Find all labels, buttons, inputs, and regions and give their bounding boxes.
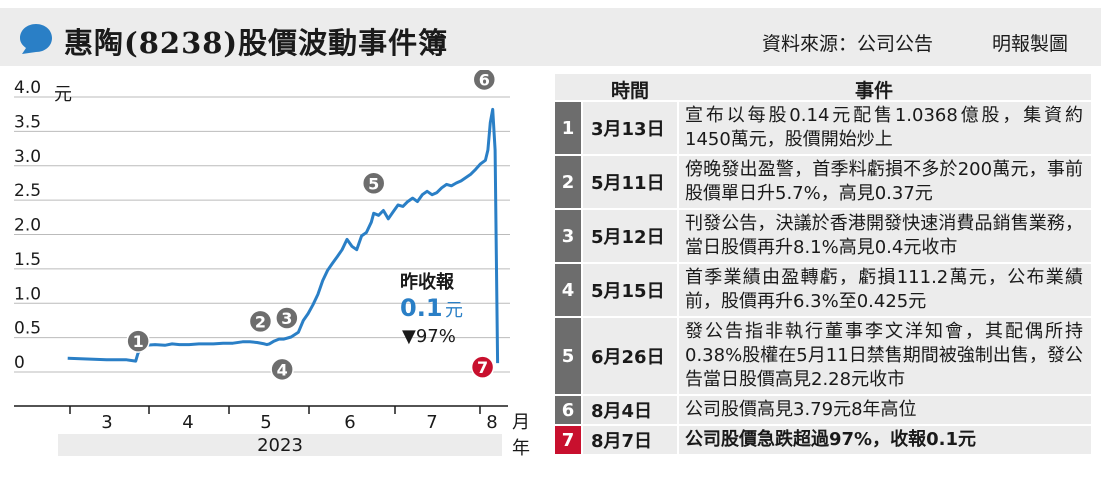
event-marker-7: 7 — [470, 355, 495, 379]
y-tick-label: 2.0 — [14, 216, 41, 236]
x-tick-label: 8 — [486, 412, 497, 433]
events-table: 時間 事件 1 3月13日 宣布以每股0.14元配售1.0368億股，集資約1450… — [555, 74, 1091, 456]
speech-bubble-icon — [20, 24, 52, 54]
callout-label: 昨收報 — [400, 271, 455, 293]
event-marker-1: 1 — [126, 329, 150, 353]
row-event: 首季業績由盈轉虧，虧損111.2萬元，公布業績前，股價再升6.3%至0.425元 — [679, 264, 1091, 316]
y-tick-label: 0.5 — [14, 319, 41, 339]
event-marker-label: 7 — [477, 358, 488, 377]
row-number: 4 — [555, 264, 581, 316]
y-tick-label: 3.5 — [14, 112, 41, 132]
event-marker-4: 4 — [270, 357, 294, 382]
source-note: 資料來源：公司公告 — [762, 33, 934, 55]
event-marker-label: 4 — [277, 360, 288, 379]
y-tick-label: 1.0 — [14, 284, 41, 304]
x-tick-label: 4 — [182, 412, 193, 433]
event-marker-label: 5 — [368, 174, 379, 193]
row-number: 5 — [555, 318, 581, 394]
row-event: 宣布以每股0.14元配售1.0368億股，集資約1450萬元，股價開始炒上 — [679, 102, 1091, 154]
row-event: 公司股價高見3.79元8年高位 — [679, 396, 1091, 424]
credit-note: 明報製圖 — [992, 33, 1069, 55]
header-bar: 惠陶(8238)股價波動事件簿 資料來源：公司公告 明報製圖 — [0, 8, 1101, 66]
event-marker-2: 2 — [248, 309, 273, 334]
table-row: 2 5月11日 傍晚發出盈警，首季料虧損不多於200萬元，事前股價單日升5.7%，高… — [555, 156, 1091, 210]
y-unit-label: 元 — [54, 84, 72, 105]
table-row: 4 5月15日 首季業績由盈轉虧，虧損111.2萬元，公布業績前，股價再升6.3%至… — [555, 264, 1091, 318]
row-number: 1 — [555, 102, 581, 154]
row-event: 刊發公告，決議於香港開發快速消費品銷售業務，當日股價再升8.1%高見0.4元收市 — [679, 210, 1091, 262]
callout-change: ▼97% — [402, 326, 456, 347]
col-header-time: 時間 — [611, 80, 650, 102]
row-number: 3 — [555, 210, 581, 262]
callout-price-unit: 元 — [445, 300, 463, 321]
event-marker-label: 2 — [255, 312, 266, 331]
row-number: 7 — [555, 426, 581, 454]
table-row: 7 8月7日 公司股價急跌超過97%，收報0.1元 — [555, 426, 1091, 456]
event-marker-label: 1 — [133, 332, 144, 351]
x-tick-label: 3 — [101, 412, 112, 433]
row-date: 5月15日 — [581, 264, 679, 316]
col-header-event: 事件 — [855, 80, 894, 102]
row-date: 8月4日 — [581, 396, 679, 424]
stock-price-chart: 4.0 3.5 3.0 2.5 2.0 1.5 1.0 0.5 0 元 3 4 5 6 7 8 月 202… — [14, 70, 530, 459]
event-marker-5: 5 — [361, 171, 386, 195]
y-tick-label: 3.0 — [14, 147, 41, 167]
y-tick-label: 4.0 — [14, 78, 41, 98]
year-label: 2023 — [257, 435, 303, 456]
x-unit-label-year: 年 — [512, 438, 530, 459]
page-title: 惠陶(8238)股價波動事件簿 — [64, 26, 449, 60]
row-date: 6月26日 — [581, 318, 679, 394]
event-marker-label: 3 — [281, 309, 292, 328]
price-line — [67, 107, 500, 364]
row-date: 5月11日 — [581, 156, 679, 208]
event-marker-3: 3 — [275, 306, 299, 330]
event-marker-6: 6 — [472, 70, 497, 92]
row-event: 傍晚發出盈警，首季料虧損不多於200萬元，事前股價單日升5.7%，高見0.37元 — [679, 156, 1091, 208]
event-marker-label: 6 — [479, 70, 490, 89]
callout-price: 0.1 — [400, 294, 443, 322]
y-tick-label: 1.5 — [14, 250, 41, 270]
row-date: 3月13日 — [581, 102, 679, 154]
row-date: 5月12日 — [581, 210, 679, 262]
table-header: 時間 事件 — [555, 74, 1091, 102]
table-row: 5 6月26日 發公告指非執行董事李文洋知會，其配偶所持0.38%股權在5月11日禁… — [555, 318, 1091, 396]
x-tick-label: 5 — [260, 412, 271, 433]
table-row: 1 3月13日 宣布以每股0.14元配售1.0368億股，集資約1450萬元，股價開… — [555, 102, 1091, 156]
table-row: 3 5月12日 刊發公告，決議於香港開發快速消費品銷售業務，當日股價再升8.1%高見… — [555, 210, 1091, 264]
year-band — [58, 434, 502, 456]
y-tick-label: 0 — [14, 353, 25, 373]
x-unit-label-month: 月 — [512, 412, 530, 433]
row-number: 2 — [555, 156, 581, 208]
x-tick-label: 7 — [426, 412, 437, 433]
row-number: 6 — [555, 396, 581, 424]
y-tick-label: 2.5 — [14, 181, 41, 201]
x-tick-label: 6 — [344, 412, 355, 433]
table-row: 6 8月4日 公司股價高見3.79元8年高位 — [555, 396, 1091, 426]
row-event: 公司股價急跌超過97%，收報0.1元 — [679, 426, 1091, 454]
row-date: 8月7日 — [581, 426, 679, 454]
row-event: 發公告指非執行董事李文洋知會，其配偶所持0.38%股權在5月11日禁售期間被強制… — [679, 318, 1091, 394]
